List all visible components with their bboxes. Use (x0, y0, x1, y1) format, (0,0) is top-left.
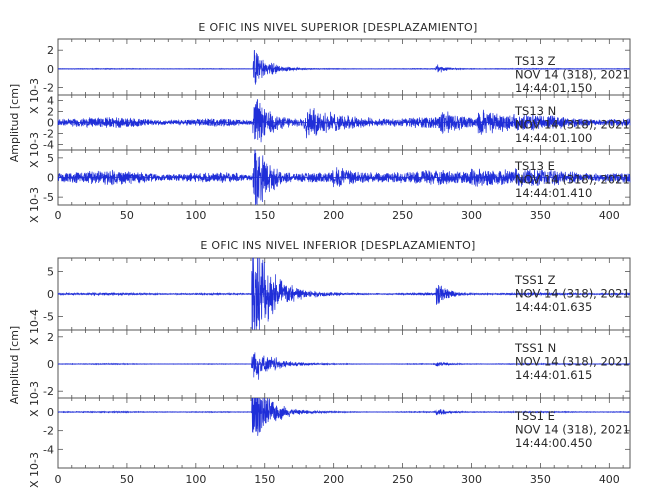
x-tick-label: 0 (55, 473, 62, 486)
panel-frame (57, 397, 631, 469)
waveform-line (57, 99, 631, 143)
x-tick-label: 400 (599, 209, 620, 222)
station-note: TS13 Z (514, 54, 556, 68)
y-tick-label: -2 (43, 385, 54, 398)
y-axis-label: Amplitud [cm] (8, 84, 21, 162)
y-tick-label: 2 (47, 331, 54, 344)
scale-label: X 10-3 (28, 381, 41, 417)
station-note: TS13 N (514, 104, 556, 118)
x-tick-label: 300 (461, 473, 482, 486)
station-note: NOV 14 (318), 2021 (515, 355, 630, 369)
x-tick-label: 350 (530, 209, 551, 222)
scale-label: X 10-3 (28, 132, 41, 168)
y-tick-label: -5 (43, 191, 54, 204)
y-tick-label: -4 (43, 139, 54, 152)
station-note: TSS1 E (514, 409, 555, 423)
chart-title: E OFIC INS NIVEL SUPERIOR [DESPLAZAMIENT… (198, 21, 477, 34)
y-tick-label: -2 (43, 82, 54, 95)
x-tick-label: 250 (392, 209, 413, 222)
y-tick-label: 0 (47, 406, 54, 419)
y-tick-label: 0 (47, 358, 54, 371)
y-tick-label: -2 (43, 128, 54, 141)
x-tick-label: 250 (392, 473, 413, 486)
station-note: TS13 E (514, 159, 555, 173)
y-tick-label: 0 (47, 117, 54, 130)
x-tick-label: 50 (120, 209, 134, 222)
station-note: NOV 14 (318), 2021 (515, 173, 630, 187)
y-tick-label: 0 (47, 63, 54, 76)
y-axis-label: Amplitud [cm] (8, 326, 21, 404)
scale-label: X 10-3 (28, 78, 41, 114)
y-tick-label: 0 (47, 172, 54, 185)
x-tick-label: 100 (185, 209, 206, 222)
x-tick-label: 300 (461, 209, 482, 222)
x-tick-label: 0 (55, 209, 62, 222)
station-note: 14:44:01.100 (515, 131, 592, 145)
y-tick-label: -4 (43, 443, 54, 456)
y-tick-label: -2 (43, 425, 54, 438)
x-tick-label: 150 (254, 473, 275, 486)
station-note: TSS1 Z (514, 273, 556, 287)
station-note: NOV 14 (318), 2021 (515, 68, 630, 82)
station-note: NOV 14 (318), 2021 (515, 118, 630, 132)
y-tick-label: 2 (47, 106, 54, 119)
scale-label: X 10-4 (28, 309, 41, 345)
y-tick-label: 4 (47, 95, 54, 108)
station-note: NOV 14 (318), 2021 (515, 423, 630, 437)
station-note: 14:44:01.635 (515, 300, 592, 314)
station-note: 14:44:01.410 (515, 186, 592, 200)
scale-label: X 10-3 (28, 452, 41, 488)
y-tick-label: 2 (47, 44, 54, 57)
station-note: TSS1 N (514, 341, 556, 355)
station-note: 14:44:00.450 (515, 436, 592, 450)
x-tick-label: 350 (530, 473, 551, 486)
x-tick-label: 200 (323, 209, 344, 222)
x-tick-label: 400 (599, 473, 620, 486)
y-tick-label: 5 (47, 152, 54, 165)
station-note: 14:44:01.615 (515, 368, 592, 382)
y-tick-label: 0 (47, 288, 54, 301)
x-tick-label: 200 (323, 473, 344, 486)
y-tick-label: 5 (47, 266, 54, 279)
chart-title: E OFIC INS NIVEL INFERIOR [DESPLAZAMIENT… (200, 239, 475, 252)
scale-label: X 10-3 (28, 187, 41, 223)
station-note: 14:44:01.150 (515, 81, 592, 95)
station-note: NOV 14 (318), 2021 (515, 287, 630, 301)
x-tick-label: 50 (120, 473, 134, 486)
x-tick-label: 150 (254, 209, 275, 222)
y-tick-label: -5 (43, 311, 54, 324)
x-tick-label: 100 (185, 473, 206, 486)
